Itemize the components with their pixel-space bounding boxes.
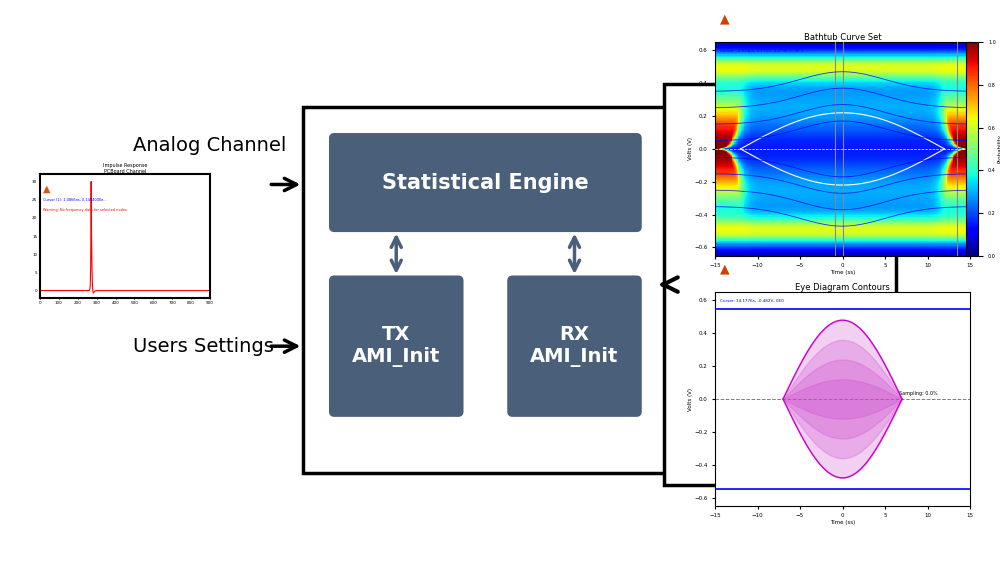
Text: ▲: ▲ [720,12,730,25]
Y-axis label: Volts (V): Volts (V) [688,138,693,160]
FancyBboxPatch shape [330,134,640,230]
Text: Statistical Engine: Statistical Engine [382,173,589,193]
Text: ▲: ▲ [720,262,730,275]
Y-axis label: Probability: Probability [997,134,1000,164]
FancyBboxPatch shape [509,277,640,415]
FancyBboxPatch shape [664,84,896,485]
Text: Cursor (1): 1.0866ns, 0.1484000e...: Cursor (1): 1.0866ns, 0.1484000e... [43,198,107,202]
Text: Cursor: -0.934ps, 0.172V, 4.479E-9, 9E-1: Cursor: -0.934ps, 0.172V, 4.479E-9, 9E-1 [720,48,804,53]
Text: Cursor: 14.1776s, -0.482V, 0E0: Cursor: 14.1776s, -0.482V, 0E0 [720,298,784,303]
X-axis label: Time (ss): Time (ss) [830,270,855,275]
FancyBboxPatch shape [303,107,668,473]
Text: Warning: No frequency data for selected nodes: Warning: No frequency data for selected … [43,209,127,212]
X-axis label: Time (ss): Time (ss) [830,520,855,525]
Title: Impulse Response
PCBoard Channel: Impulse Response PCBoard Channel [103,163,147,174]
Title: Bathtub Curve Set: Bathtub Curve Set [804,33,881,42]
Text: RX
AMI_Init: RX AMI_Init [530,325,619,367]
Text: ▲: ▲ [43,184,51,194]
Text: Users Settings: Users Settings [133,337,274,356]
Y-axis label: Volts (V): Volts (V) [688,388,693,410]
Text: TX
AMI_Init: TX AMI_Init [352,325,440,367]
Text: Analog Channel: Analog Channel [133,137,286,156]
Text: Sampling: 0.0%: Sampling: 0.0% [899,391,937,396]
FancyBboxPatch shape [330,277,462,415]
Title: Eye Diagram Contours: Eye Diagram Contours [795,283,890,292]
